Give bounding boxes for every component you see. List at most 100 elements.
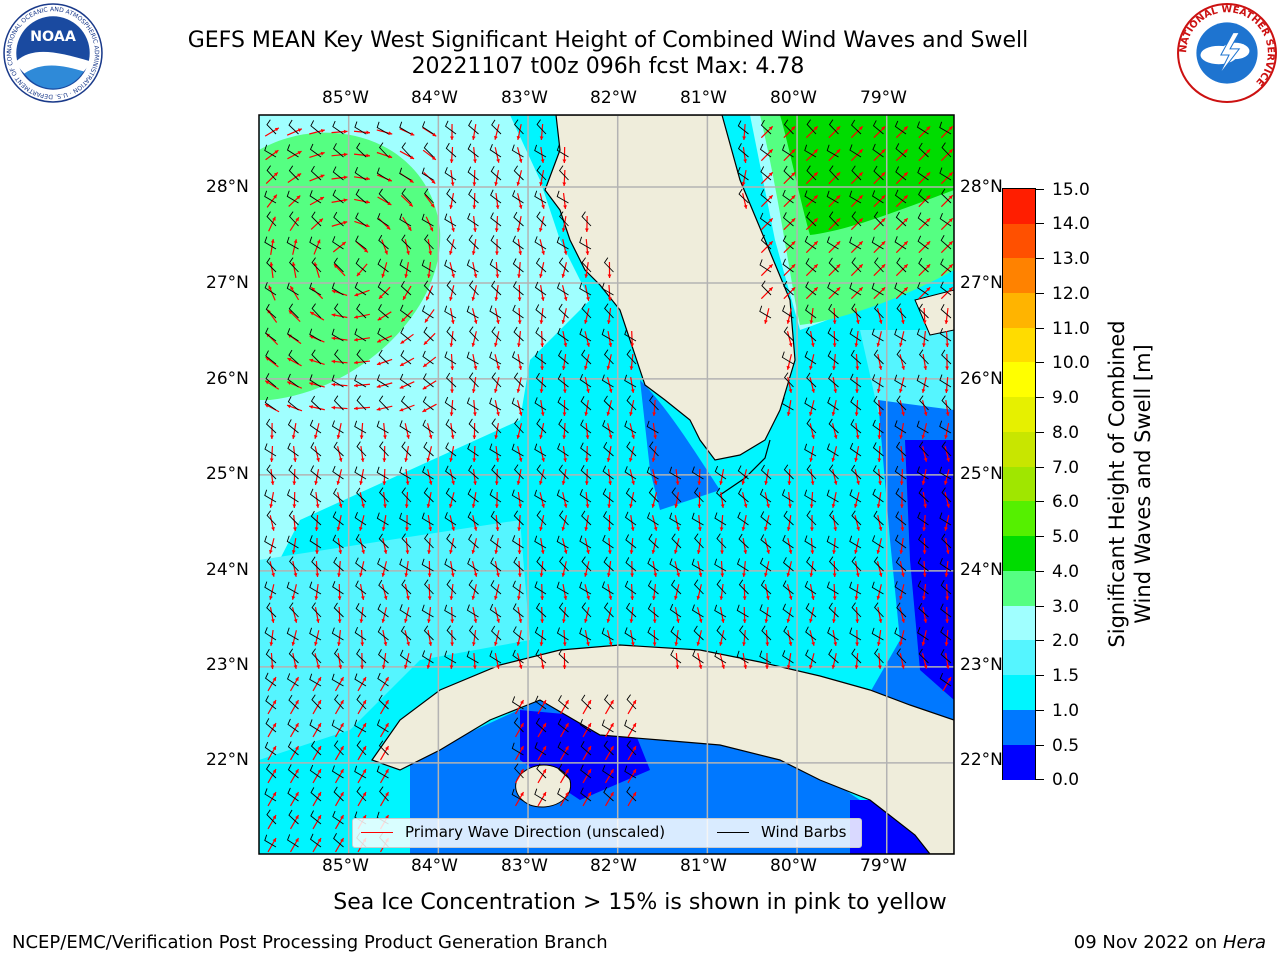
wind-barb — [626, 395, 637, 411]
wind-barb — [827, 282, 839, 296]
wave-arrow-head — [858, 195, 863, 200]
wind-barb — [309, 719, 322, 733]
colorbar-band-16 — [1003, 189, 1035, 224]
wave-arrow-head — [376, 384, 381, 389]
wave-arrow-head — [923, 664, 928, 669]
wave-arrow-head — [295, 746, 299, 751]
wave-arrow-head — [877, 665, 882, 669]
land-cuba — [371, 644, 954, 854]
wind-barb — [356, 349, 367, 365]
wave-arrow-head — [405, 481, 410, 485]
wind-barb — [309, 833, 322, 848]
wind-barb — [424, 234, 434, 250]
wind-barb — [557, 443, 569, 457]
wave-arrow-head — [813, 218, 818, 223]
wave-arrow-head — [320, 174, 325, 179]
wind-barb — [716, 533, 727, 549]
wave-arrow-head — [562, 182, 567, 186]
wind-barb — [266, 165, 277, 181]
wave-arrow-head — [423, 363, 428, 367]
wind-barb — [266, 119, 277, 135]
wave-arrow-head — [720, 573, 725, 577]
wind-barb — [310, 810, 322, 825]
wind-barb — [286, 535, 299, 549]
wind-barb — [332, 465, 344, 480]
wind-barb — [265, 373, 277, 388]
wave-arrow-head — [811, 641, 815, 646]
wind-barb — [354, 281, 367, 296]
wave-arrow-head — [565, 700, 569, 705]
wind-barb — [287, 741, 299, 756]
wave-arrow-head — [518, 619, 523, 623]
wave-arrow-head — [562, 619, 566, 623]
wave-arrow-head — [923, 504, 928, 508]
wave-arrow-head — [584, 365, 588, 370]
colorbar-band-12 — [1003, 328, 1035, 362]
wave-arrow-head — [359, 526, 363, 531]
wave-arrow-head — [948, 287, 953, 292]
wave-arrow-head — [877, 458, 882, 462]
wave-arrow-head — [359, 481, 364, 485]
wave-arrow-head — [381, 527, 386, 531]
wind-barb — [400, 395, 412, 411]
wave-arrow-head — [719, 527, 724, 531]
wave-arrow-head — [331, 336, 336, 341]
wave-arrow-head — [881, 195, 886, 200]
wind-barb — [334, 694, 344, 710]
wave-arrow-head — [291, 641, 296, 646]
wind-barb — [333, 303, 344, 319]
wave-arrow-head — [832, 550, 836, 554]
wave-arrow-head — [922, 596, 926, 600]
wave-arrow-head — [388, 154, 393, 159]
wind-barb — [376, 466, 389, 480]
wave-arrow-head — [791, 218, 796, 223]
wind-barb — [311, 211, 322, 227]
wave-arrow-head — [472, 182, 477, 186]
wave-arrow-head — [408, 202, 413, 207]
wave-arrow-head — [608, 434, 613, 439]
wind-barb — [556, 282, 569, 296]
wind-barb — [489, 603, 502, 618]
wind-barb — [490, 235, 502, 250]
wave-arrow-head — [858, 287, 863, 292]
wind-barb — [647, 626, 659, 641]
wind-barb — [761, 280, 772, 296]
wind-barb — [512, 281, 524, 296]
wave-arrow-head — [320, 151, 325, 156]
wave-arrow-head — [903, 149, 908, 154]
wave-arrow-head — [809, 618, 813, 623]
wave-arrow-head — [381, 572, 386, 577]
wind-barb — [286, 282, 299, 296]
wave-arrow-head — [653, 435, 658, 439]
wind-barb — [309, 236, 322, 250]
wind-barb — [422, 373, 434, 388]
wind-barb — [289, 602, 299, 618]
wind-barb — [265, 763, 277, 779]
wind-barb — [534, 144, 547, 158]
wind-barb — [333, 143, 344, 158]
wave-arrow-head — [291, 435, 296, 439]
wind-barb — [467, 511, 479, 526]
wave-arrow-head — [542, 792, 546, 797]
wind-barb — [468, 625, 479, 641]
wave-arrow-head — [946, 503, 950, 508]
wind-barb — [647, 603, 659, 618]
wind-barb — [624, 719, 637, 733]
florida-keys — [719, 439, 771, 496]
wave-arrow-head — [607, 297, 612, 301]
lat-label-left-25: 25°N — [206, 464, 249, 484]
wave-arrow-head — [831, 664, 836, 669]
wind-barb — [377, 213, 389, 227]
lon-label-bottom-82: 82°W — [590, 856, 637, 876]
wave-arrow-head — [944, 480, 948, 485]
wave-arrow-head — [565, 769, 569, 774]
wind-barb — [851, 119, 862, 135]
wave-arrow-head — [472, 435, 477, 439]
wave-arrow-head — [293, 664, 298, 669]
colorbar-tick — [1036, 710, 1044, 711]
wave-arrow-head — [741, 182, 746, 186]
wind-barb — [579, 627, 592, 641]
wind-barb — [354, 420, 367, 434]
wind-barb — [603, 395, 614, 411]
wind-barb — [467, 166, 479, 181]
